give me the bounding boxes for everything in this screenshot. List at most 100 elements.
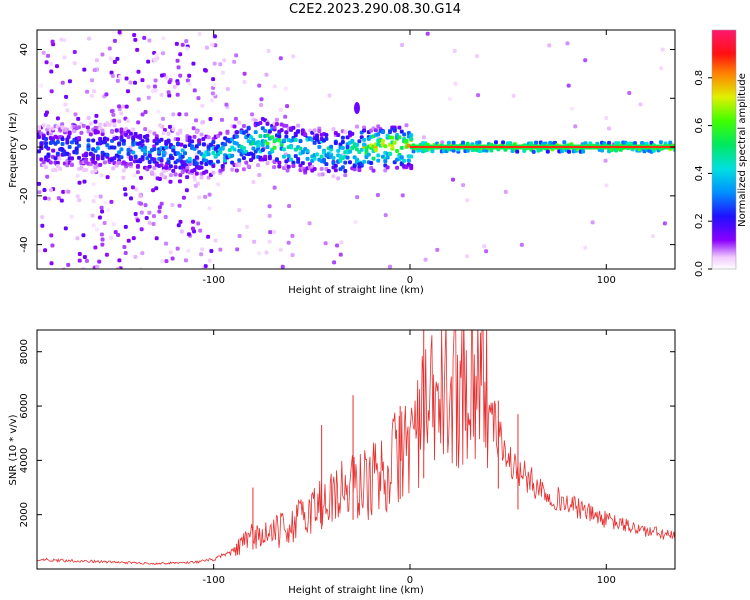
x-tick-label: -100 bbox=[202, 575, 225, 586]
heatmap-cell bbox=[125, 89, 130, 94]
heatmap-cell bbox=[362, 137, 367, 142]
heatmap-cell bbox=[159, 172, 164, 177]
heatmap-cell bbox=[331, 174, 336, 179]
heatmap-cell bbox=[242, 80, 247, 85]
heatmap-cell bbox=[293, 154, 298, 159]
heatmap-cell bbox=[267, 129, 272, 134]
heatmap-cell bbox=[336, 176, 341, 181]
heatmap-cell bbox=[264, 250, 269, 255]
heatmap-cell bbox=[138, 194, 143, 199]
heatmap-cell bbox=[197, 195, 202, 200]
heatmap-cell bbox=[388, 264, 393, 269]
heatmap-cell bbox=[92, 89, 97, 94]
heatmap-cell bbox=[383, 144, 388, 149]
heatmap-cell bbox=[237, 233, 242, 238]
heatmap-cell bbox=[475, 54, 480, 59]
heatmap-cell bbox=[201, 142, 206, 147]
heatmap-cell bbox=[132, 80, 137, 85]
heatmap-cell bbox=[94, 113, 99, 118]
heatmap-cell bbox=[461, 183, 466, 188]
heatmap-cell bbox=[159, 137, 164, 142]
heatmap-cell bbox=[451, 140, 456, 145]
heatmap-cell bbox=[90, 213, 95, 218]
heatmap-cell bbox=[112, 122, 117, 127]
heatmap-cell bbox=[91, 182, 96, 187]
heatmap-cell bbox=[173, 172, 178, 177]
heatmap-cell bbox=[484, 249, 489, 254]
heatmap-cell bbox=[265, 141, 270, 146]
heatmap-cell bbox=[531, 149, 536, 154]
heatmap-cell bbox=[347, 149, 352, 154]
heatmap-cell bbox=[44, 141, 49, 146]
heatmap-cell bbox=[338, 158, 343, 163]
heatmap-cell bbox=[503, 189, 508, 194]
heatmap-cell bbox=[319, 166, 324, 171]
heatmap-cell bbox=[166, 139, 171, 144]
heatmap-cell bbox=[212, 83, 217, 88]
heatmap-cell bbox=[272, 84, 277, 89]
heatmap-cell bbox=[399, 155, 404, 160]
heatmap-cell bbox=[241, 167, 246, 172]
heatmap-cell bbox=[175, 137, 180, 142]
heatmap-cell bbox=[362, 159, 367, 164]
heatmap-cell bbox=[208, 117, 213, 122]
heatmap-cell bbox=[183, 144, 188, 149]
y-tick-label: -40 bbox=[19, 236, 30, 252]
heatmap-cell bbox=[192, 88, 197, 93]
heatmap-cell bbox=[206, 175, 211, 180]
heatmap-cell bbox=[210, 91, 215, 96]
heatmap-cell bbox=[147, 129, 152, 134]
heatmap-cell bbox=[166, 159, 171, 164]
heatmap-cell bbox=[216, 182, 221, 187]
heatmap-cell bbox=[95, 130, 100, 135]
heatmap-cell bbox=[69, 214, 74, 219]
heatmap-cell bbox=[199, 132, 204, 137]
heatmap-cell bbox=[257, 251, 262, 256]
heatmap-cell bbox=[136, 69, 141, 74]
heatmap-cell bbox=[196, 96, 201, 101]
heatmap-cell bbox=[284, 134, 289, 139]
heatmap-cell bbox=[352, 167, 357, 172]
heatmap-cell bbox=[65, 140, 70, 145]
heatmap-cell bbox=[62, 38, 67, 43]
heatmap-cell bbox=[185, 175, 190, 180]
heatmap-frame bbox=[36, 29, 676, 270]
heatmap-cell bbox=[159, 158, 164, 163]
heatmap-cell bbox=[340, 165, 345, 170]
heatmap-cell bbox=[152, 84, 157, 89]
heatmap-cell bbox=[283, 86, 288, 91]
heatmap-cell bbox=[267, 204, 272, 209]
heatmap-cell bbox=[159, 73, 164, 78]
heatmap-cell bbox=[251, 155, 256, 160]
heatmap-cell bbox=[303, 132, 308, 137]
heatmap-cell bbox=[197, 31, 202, 36]
heatmap-cell bbox=[181, 195, 186, 200]
heatmap-cell bbox=[171, 127, 176, 132]
heatmap-cell bbox=[168, 250, 173, 255]
heatmap-cell bbox=[251, 137, 256, 142]
heatmap-cell bbox=[177, 179, 182, 184]
heatmap-cell bbox=[110, 73, 115, 78]
heatmap-cell bbox=[119, 135, 124, 140]
heatmap-cell bbox=[97, 215, 102, 220]
heatmap-panel: -100 0 100 -40 -20 0 20 40 Height of straight … bbox=[8, 29, 676, 296]
heatmap-cell bbox=[399, 129, 404, 134]
heatmap-cell bbox=[147, 38, 152, 43]
heatmap-cell bbox=[162, 127, 167, 132]
heatmap-cell bbox=[290, 233, 295, 238]
heatmap-y-ticks: -40 -20 0 20 40 bbox=[19, 43, 675, 253]
heatmap-cell bbox=[91, 138, 96, 143]
heatmap-cell bbox=[95, 264, 100, 269]
heatmap-cell bbox=[274, 157, 279, 162]
heatmap-cell bbox=[41, 160, 46, 165]
heatmap-cell bbox=[409, 154, 414, 159]
heatmap-cell bbox=[352, 164, 357, 169]
heatmap-cell bbox=[46, 196, 51, 201]
heatmap-cell bbox=[272, 165, 277, 170]
heatmap-cell bbox=[64, 94, 69, 99]
heatmap-cell bbox=[187, 73, 192, 78]
heatmap-cell bbox=[157, 209, 162, 214]
heatmap-cell bbox=[258, 134, 263, 139]
y-tick-label: 20 bbox=[19, 92, 30, 105]
heatmap-cell bbox=[237, 208, 242, 213]
